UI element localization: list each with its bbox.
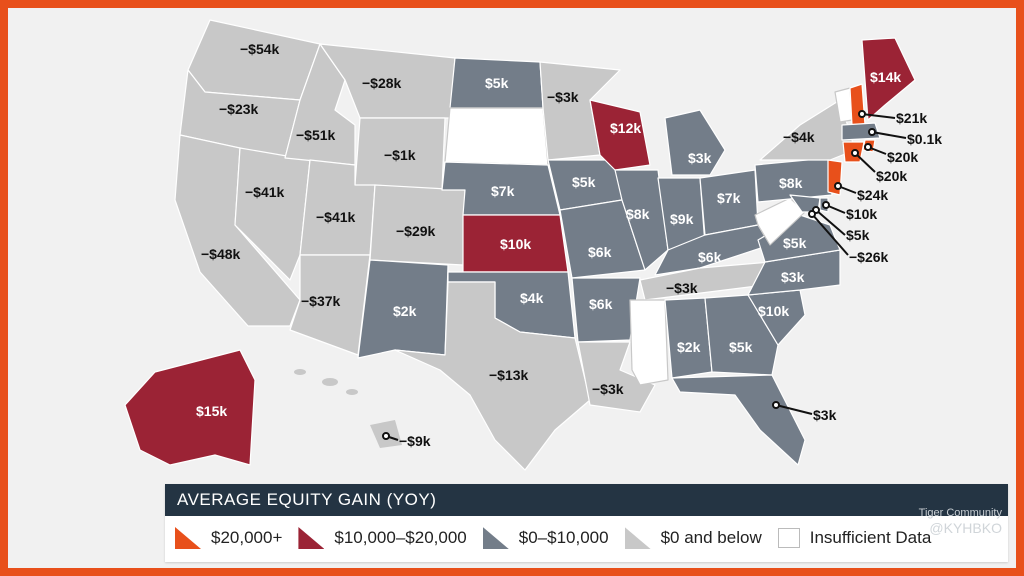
watermark-brand: Tiger Community	[918, 507, 1002, 519]
watermark-handle: @KYHBKO	[929, 520, 1002, 536]
legend-items: $20,000+ $10,000–$20,000 $0–$10,000 $0 a…	[165, 516, 1008, 560]
label-ut: −$41k	[316, 209, 356, 225]
label-in: $9k	[670, 211, 694, 227]
state-al	[664, 297, 713, 379]
label-mt: −$28k	[362, 75, 402, 91]
label-mn: −$3k	[547, 89, 579, 105]
label-ne: $7k	[491, 183, 515, 199]
state-az	[289, 254, 371, 356]
label-fl: $3k	[813, 407, 837, 423]
label-nj: $24k	[857, 187, 888, 203]
legend-label: $10,000–$20,000	[334, 528, 467, 547]
label-sc: $10k	[758, 303, 789, 319]
label-ok: $4k	[520, 290, 544, 306]
label-az: −$37k	[301, 293, 341, 309]
legend-item-0-and-below: $0 and below	[624, 527, 762, 549]
label-nd: $5k	[485, 75, 509, 91]
legend-swatch-white	[777, 528, 800, 548]
label-wy: −$1k	[384, 147, 416, 163]
label-wi: $12k	[610, 120, 641, 136]
legend-swatch-orange	[175, 527, 201, 549]
label-wa: −$54k	[240, 41, 280, 57]
label-ar: $6k	[589, 296, 613, 312]
state-wv	[754, 197, 806, 246]
state-wi	[589, 99, 651, 171]
label-la: −$3k	[592, 381, 624, 397]
state-nh	[849, 83, 866, 126]
label-ri: $20k	[887, 149, 918, 165]
legend-label: Insufficient Data	[809, 528, 932, 547]
label-il: $8k	[626, 206, 650, 222]
state-ma	[841, 122, 881, 141]
label-ma: $0.1k	[907, 131, 942, 147]
state-fl	[671, 374, 806, 466]
legend-swatch-red	[298, 527, 325, 549]
label-oh: $7k	[717, 190, 741, 206]
state-id	[284, 43, 356, 166]
legend-item-0-10k: $0–$10,000	[482, 527, 609, 549]
label-ak: $15k	[196, 403, 227, 419]
label-ks: $10k	[500, 236, 531, 252]
legend-label: $20,000+	[211, 528, 283, 547]
label-nm: $2k	[393, 303, 417, 319]
legend-title: AVERAGE EQUITY GAIN (YOY)	[165, 484, 1008, 516]
label-co: −$29k	[396, 223, 436, 239]
watermark: Tiger Community @KYHBKO	[919, 506, 1002, 536]
label-pa: $8k	[779, 175, 803, 191]
label-mo: $6k	[588, 244, 612, 260]
label-dc: −$26k	[849, 249, 889, 265]
state-ms	[629, 299, 669, 386]
label-de: $10k	[846, 206, 877, 222]
legend-item-insufficient-data: Insufficient Data	[777, 528, 932, 548]
label-nv: −$41k	[245, 184, 285, 200]
label-ky: $6k	[698, 249, 722, 265]
label-or: −$23k	[219, 101, 259, 117]
label-ct: $20k	[876, 168, 907, 184]
legend-label: $0–$10,000	[518, 528, 609, 547]
state-sd	[444, 107, 549, 166]
label-ca: −$48k	[201, 246, 241, 262]
label-ga: $5k	[729, 339, 753, 355]
label-ny: −$4k	[783, 129, 815, 145]
label-ia: $5k	[572, 174, 596, 190]
label-tn: −$3k	[666, 280, 698, 296]
state-wa	[187, 19, 321, 101]
label-mi: $3k	[688, 150, 712, 166]
state-ar	[571, 277, 641, 343]
label-me: $14k	[870, 69, 901, 85]
state-il	[614, 169, 669, 271]
legend-item-20k-plus: $20,000+	[175, 527, 282, 549]
label-hi: −$9k	[399, 433, 431, 449]
label-id: −$51k	[296, 127, 336, 143]
label-va: $5k	[783, 235, 807, 251]
state-mi	[664, 109, 726, 176]
label-nh: $21k	[896, 110, 927, 126]
legend-label: $0 and below	[660, 528, 762, 547]
legend: AVERAGE EQUITY GAIN (YOY) $20,000+ $10,0…	[165, 484, 1008, 562]
label-md: $5k	[846, 227, 870, 243]
state-me	[861, 37, 916, 121]
legend-item-10k-20k: $10,000–$20,000	[298, 527, 467, 549]
legend-swatch-light-gray	[624, 527, 651, 549]
state-la	[577, 341, 656, 413]
state-tx	[394, 281, 591, 471]
label-nc: $3k	[781, 269, 805, 285]
legend-swatch-dark-gray	[482, 527, 509, 549]
state-ak	[124, 349, 256, 466]
label-al: $2k	[677, 339, 701, 355]
label-tx: −$13k	[489, 367, 529, 383]
state-nj	[827, 159, 843, 196]
